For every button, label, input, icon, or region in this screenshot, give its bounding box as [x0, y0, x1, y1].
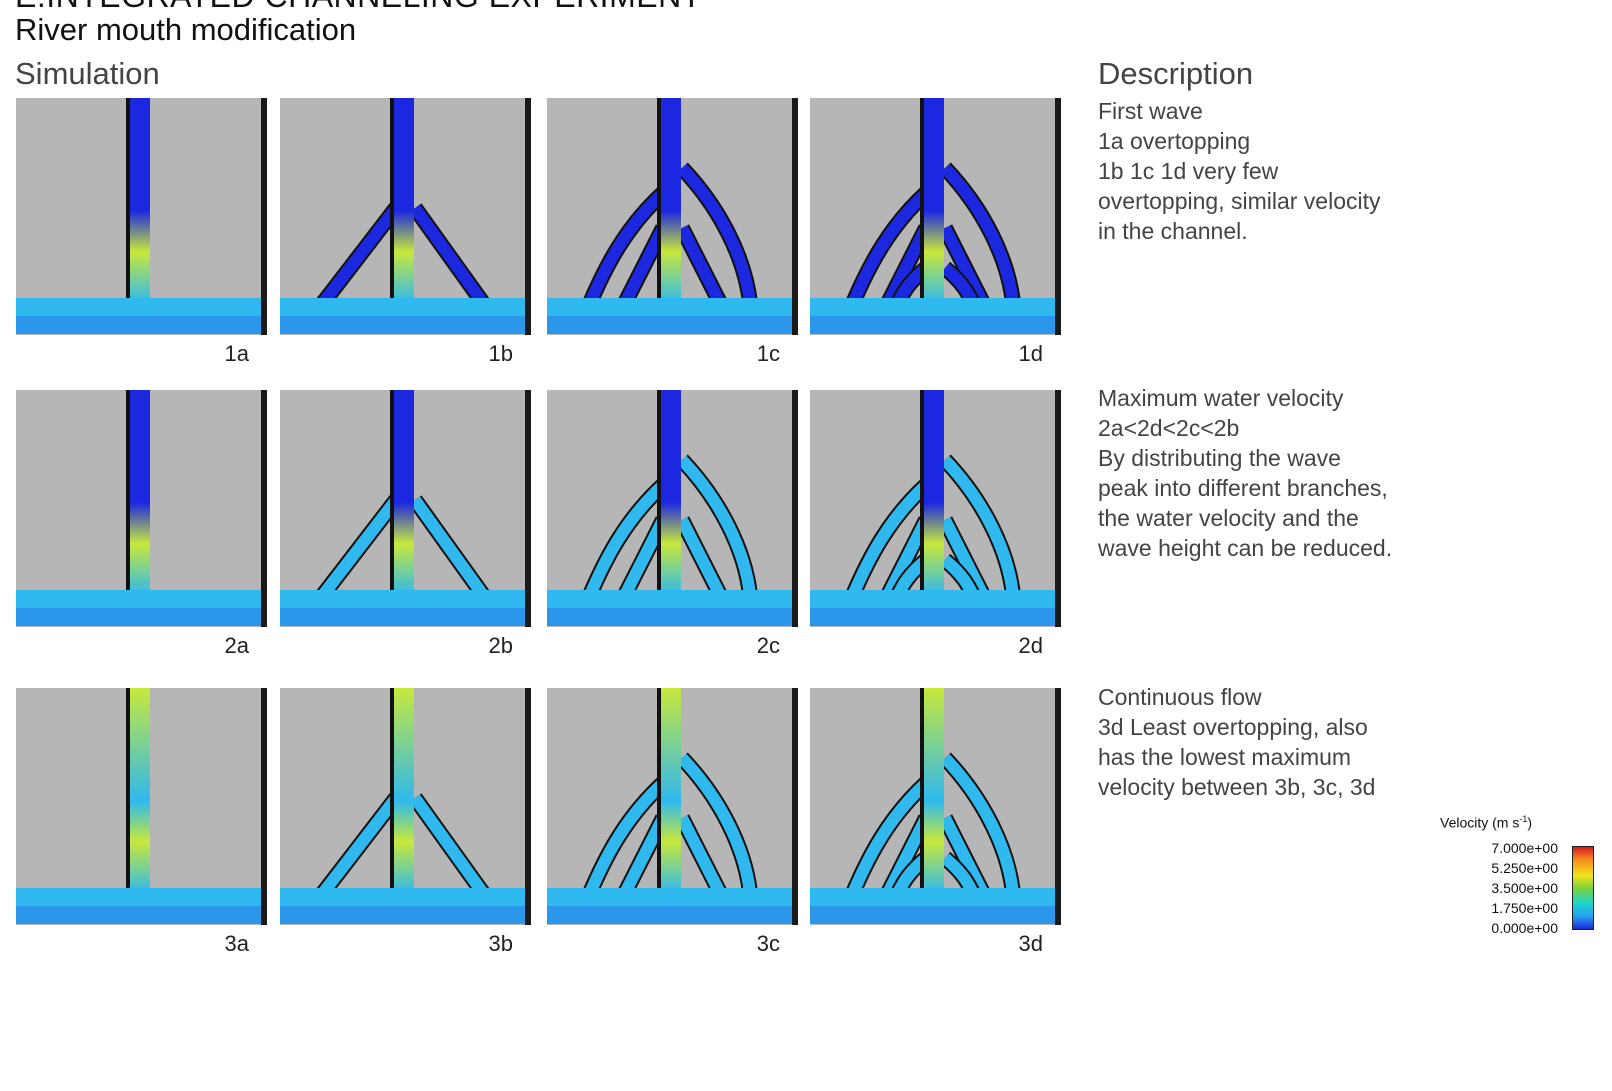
panel-label: 1d [1018, 341, 1043, 366]
panel-render [16, 98, 267, 335]
simulation-panel: 1d [808, 98, 1063, 366]
legend-title: Velocity (m s-1) [1440, 814, 1532, 831]
page-subtitle: River mouth modification [15, 12, 357, 47]
simulation-panel: 3c [545, 688, 800, 956]
description-line: 1b 1c 1d very few [1098, 158, 1279, 184]
description-line: First wave [1098, 98, 1203, 124]
panel-render [810, 390, 1061, 627]
simulation-panel: 1c [545, 98, 800, 366]
description-heading: Description [1098, 56, 1254, 91]
panel-label: 2d [1018, 633, 1043, 658]
simulation-panel: 2d [808, 390, 1063, 658]
panel-label: 2c [756, 633, 780, 658]
panel-label: 3b [488, 931, 513, 956]
description-line: 2a<2d<2c<2b [1098, 415, 1240, 441]
panel-render [16, 688, 267, 925]
panel-label: 1b [488, 341, 513, 366]
panel-label: 3d [1018, 931, 1043, 956]
description-line: 3d Least overtopping, also [1098, 714, 1368, 740]
legend-title-superscript: -1 [1519, 814, 1528, 824]
panel-render [280, 688, 531, 925]
description-line: overtopping, similar velocity [1098, 188, 1381, 214]
legend-tick: 0.000e+00 [1491, 920, 1558, 936]
description-line: Continuous flow [1098, 684, 1262, 710]
description-line: in the channel. [1098, 218, 1248, 244]
panel-label: 3a [224, 931, 249, 956]
simulation-heading: Simulation [15, 56, 160, 91]
legend-title-end: ) [1527, 814, 1533, 831]
panel-render [280, 390, 531, 627]
legend-title-text: Velocity (m s [1440, 814, 1520, 831]
simulation-panel: 1a [14, 98, 269, 366]
panel-render [547, 98, 798, 335]
description-block-3: Continuous flow 3d Least overtopping, al… [1098, 682, 1375, 802]
simulation-panel: 3a [14, 688, 269, 956]
panel-render [280, 98, 531, 335]
description-block-2: Maximum water velocity 2a<2d<2c<2b By di… [1098, 383, 1392, 563]
legend-color-bar [1572, 846, 1594, 930]
description-line: wave height can be reduced. [1098, 535, 1393, 561]
description-line: By distributing the wave [1098, 445, 1341, 471]
panel-render [547, 688, 798, 925]
simulation-panel: 2a [14, 390, 269, 658]
simulation-panel: 3b [278, 688, 533, 956]
panel-render [810, 98, 1061, 335]
description-block-1: First wave 1a overtopping 1b 1c 1d very … [1098, 96, 1381, 246]
description-line: the water velocity and the [1098, 505, 1359, 531]
description-line: 1a overtopping [1098, 128, 1251, 154]
panel-label: 2b [488, 633, 513, 658]
panel-render [810, 688, 1061, 925]
legend-ticks: 7.000e+00 5.250e+00 3.500e+00 1.750e+00 … [1440, 838, 1558, 938]
panel-render [547, 390, 798, 627]
legend-tick: 1.750e+00 [1491, 900, 1558, 916]
description-line: velocity between 3b, 3c, 3d [1098, 774, 1376, 800]
legend-tick: 3.500e+00 [1491, 880, 1558, 896]
panel-label: 2a [224, 633, 249, 658]
description-line: has the lowest maximum [1098, 744, 1352, 770]
simulation-panel: 2b [278, 390, 533, 658]
panel-label: 3c [756, 931, 780, 956]
description-line: Maximum water velocity [1098, 385, 1344, 411]
legend-tick: 5.250e+00 [1491, 860, 1558, 876]
panel-label: 1a [224, 341, 249, 366]
simulation-panel: 3d [808, 688, 1063, 956]
velocity-legend: Velocity (m s-1) 7.000e+00 5.250e+00 3.5… [1440, 810, 1594, 936]
simulation-panel: 2c [545, 390, 800, 658]
legend-tick: 7.000e+00 [1491, 840, 1558, 856]
description-line: peak into different branches, [1098, 475, 1388, 501]
simulation-panel: 1b [278, 98, 533, 366]
panel-label: 1c [756, 341, 780, 366]
panel-render [16, 390, 267, 627]
page-title-cut: E.INTEGRATED CHANNELING EXPERIMENT [15, 0, 702, 15]
